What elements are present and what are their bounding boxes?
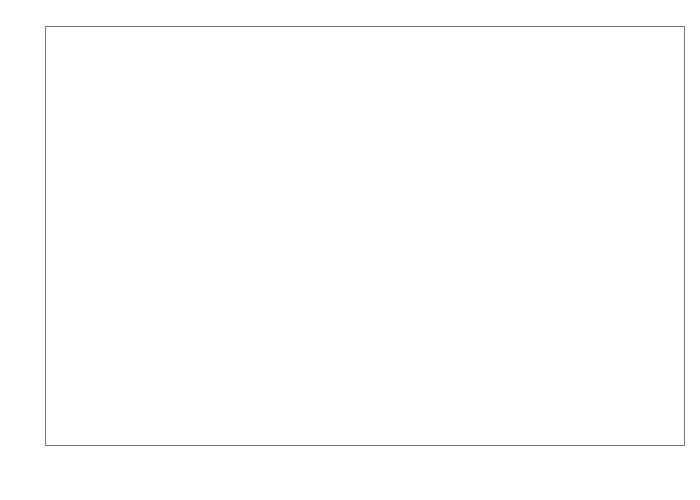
- legend: [0, 482, 700, 497]
- chart-container: [0, 0, 700, 500]
- plot-svg: [46, 27, 684, 445]
- plot-area: [45, 26, 685, 446]
- legend-line: [333, 489, 361, 492]
